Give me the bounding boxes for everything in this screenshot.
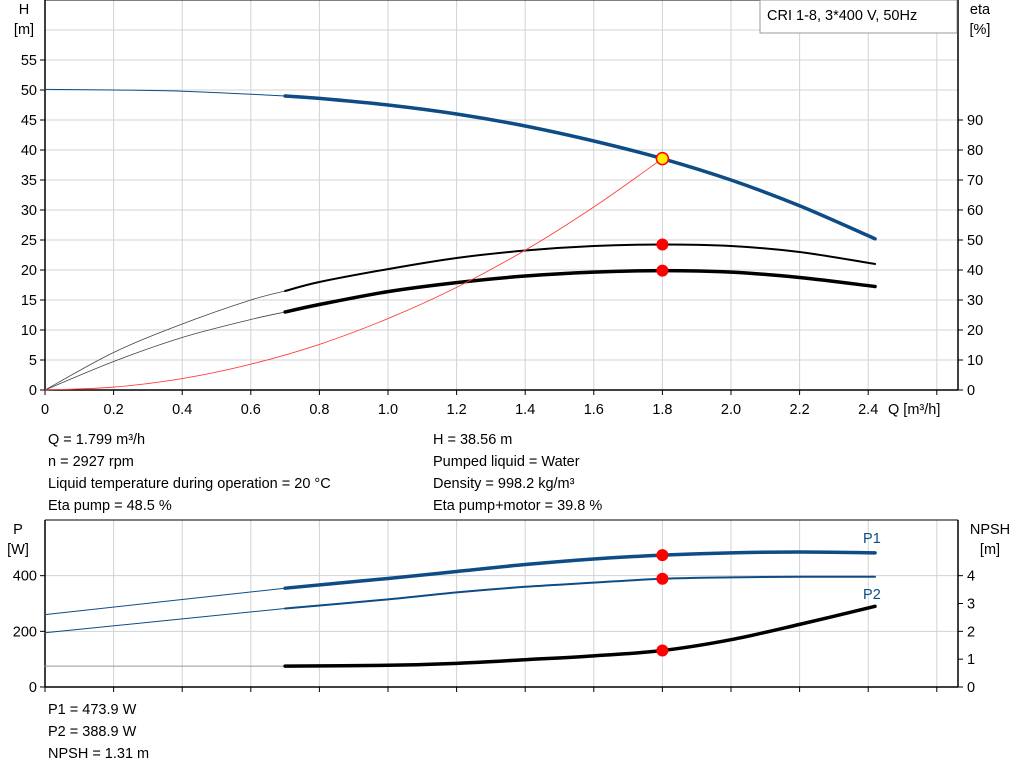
duty-point [656,264,669,277]
duty-point [656,572,669,585]
y-right-tick-label: 60 [967,203,983,219]
legend-text: CRI 1-8, 3*400 V, 50Hz [767,8,917,24]
y-right-tick-label: 0 [967,680,975,696]
readout-p1: P1 = 473.9 W [48,702,137,718]
y-left-tick-label: 10 [21,323,37,339]
legend-box [759,0,958,34]
y-right-tick-label: 3 [967,597,975,613]
y-left-tick-label: 200 [13,624,37,640]
y-left-tick-label: 50 [21,83,37,99]
series-P2-extended [44,608,286,634]
readout-p2: P2 = 388.9 W [48,724,137,740]
duty-point-head [655,151,670,166]
readout-density: Density = 998.2 kg/m³ [433,476,575,492]
y-left-tick-label: 25 [21,233,37,249]
x-tick-label: 2.4 [858,402,878,418]
y-right-tick-label: 30 [967,293,983,309]
series-eta_pump_motor [283,268,877,314]
readout-eta-pump-motor: Eta pump+motor = 39.8 % [433,498,603,514]
x-tick-label: 1.0 [378,402,398,418]
y-right-axis-label: [m] [980,542,1000,558]
y-left-tick-label: 55 [21,53,37,69]
duty-point [656,238,669,251]
readout-bottom: P1 = 473.9 W P2 = 388.9 W NPSH = 1.31 m [48,699,149,765]
readout-eta-pump: Eta pump = 48.5 % [48,498,172,514]
series-head-extended [44,88,286,97]
readout-top-right: H = 38.56 m Pumped liquid = Water Densit… [433,429,602,517]
series-NPSH [283,604,877,668]
series-P2 [284,575,877,610]
readout-npsh: NPSH = 1.31 m [48,746,150,762]
x-tick-label: 1.4 [515,402,535,418]
y-right-tick-label: 1 [967,652,975,668]
x-tick-label: 1.8 [652,402,672,418]
readout-speed: n = 2927 rpm [48,454,134,470]
y-left-tick-label: 15 [21,293,37,309]
y-left-tick-label: 20 [21,263,37,279]
series-label-P2: P2 [863,587,881,603]
x-tick-label: 0.8 [309,402,329,418]
readout-liquid: Pumped liquid = Water [433,454,580,470]
y-right-tick-label: 2 [967,624,975,640]
y-right-tick-label: 40 [967,263,983,279]
duty-point [656,644,669,657]
series-label-P1: P1 [863,531,881,547]
y-left-tick-label: 40 [21,143,37,159]
x-tick-label: 2.2 [790,402,810,418]
duty-point [656,549,669,562]
y-right-tick-label: 20 [967,323,983,339]
y-right-tick-label: 50 [967,233,983,249]
y-left-tick-label: 45 [21,113,37,129]
series-eta_pump_motor-extended [44,311,286,391]
y-right-tick-label: 70 [967,173,983,189]
series-system [44,158,663,391]
series-head [283,94,877,241]
y-right-tick-label: 0 [967,383,975,399]
x-tick-label: 0.4 [172,402,192,418]
x-tick-label: 0 [41,402,49,418]
y-right-tick-label: 10 [967,353,983,369]
series-eta_pump-extended [44,290,286,391]
y-right-tick-label: 80 [967,143,983,159]
series-P1-extended [44,587,286,616]
y-left-tick-label: 30 [21,203,37,219]
y-right-tick-label: 90 [967,113,983,129]
y-left-tick-label: 0 [29,383,37,399]
x-tick-label: 1.6 [584,402,604,418]
readout-temperature: Liquid temperature during operation = 20… [48,476,331,492]
y-left-tick-label: 0 [29,680,37,696]
readout-flow: Q = 1.799 m³/h [48,432,146,448]
y-left-tick-label: 35 [21,173,37,189]
readout-head: H = 38.56 m [433,432,513,448]
y-right-axis-label: [%] [970,22,991,38]
x-axis-label: Q [m³/h] [888,402,940,418]
y-left-axis-label: [m] [14,22,34,38]
series-P1 [283,550,877,590]
x-tick-label: 1.2 [447,402,467,418]
y-left-axis-label: P [13,522,23,538]
y-right-axis-label: eta [970,2,991,18]
y-right-axis-label: NPSH [970,522,1010,538]
y-right-tick-label: 4 [967,569,975,585]
series-eta_pump [284,243,877,292]
readout-top-left: Q = 1.799 m³/h n = 2927 rpm Liquid tempe… [48,429,331,517]
x-tick-label: 0.2 [104,402,124,418]
y-left-axis-label: [W] [7,542,29,558]
y-left-tick-label: 5 [29,353,37,369]
x-tick-label: 0.6 [241,402,261,418]
x-tick-label: 2.0 [721,402,741,418]
y-left-tick-label: 400 [13,569,37,585]
y-left-axis-label: H [19,2,29,18]
